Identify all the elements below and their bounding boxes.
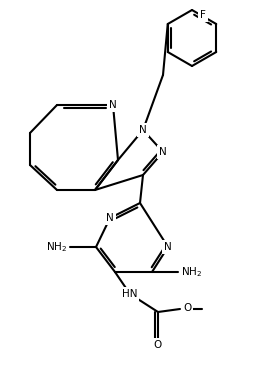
Text: HN: HN (122, 289, 138, 299)
Text: NH$_2$: NH$_2$ (181, 265, 202, 279)
Text: NH$_2$: NH$_2$ (46, 240, 67, 254)
Text: O: O (183, 303, 191, 313)
Text: N: N (106, 213, 114, 223)
Text: F: F (200, 10, 206, 20)
Text: N: N (159, 147, 167, 157)
Text: O: O (154, 340, 162, 350)
Text: N: N (109, 100, 117, 110)
Text: N: N (139, 125, 147, 135)
Text: N: N (164, 242, 172, 252)
